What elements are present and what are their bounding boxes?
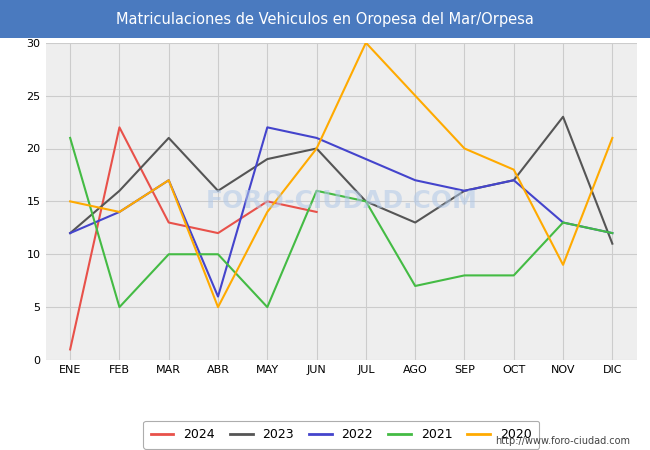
Text: FORO-CIUDAD.COM: FORO-CIUDAD.COM — [205, 189, 477, 213]
Text: http://www.foro-ciudad.com: http://www.foro-ciudad.com — [495, 436, 630, 446]
Text: Matriculaciones de Vehiculos en Oropesa del Mar/Orpesa: Matriculaciones de Vehiculos en Oropesa … — [116, 12, 534, 27]
Legend: 2024, 2023, 2022, 2021, 2020: 2024, 2023, 2022, 2021, 2020 — [144, 421, 539, 449]
